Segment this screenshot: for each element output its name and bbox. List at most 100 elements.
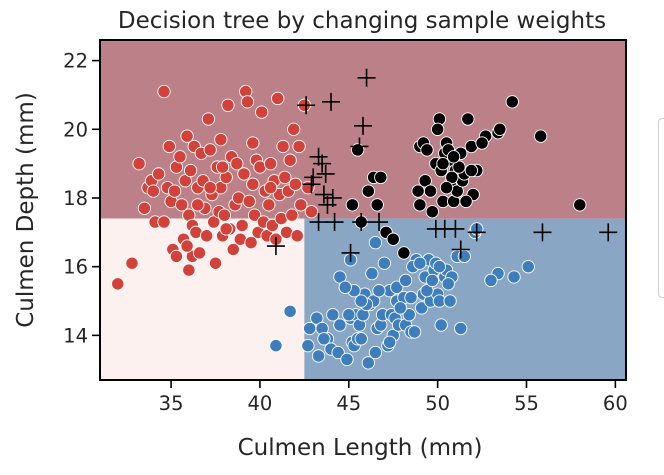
x-tick-label: 55 — [514, 392, 539, 415]
data-point — [361, 184, 375, 198]
data-point — [169, 249, 184, 264]
data-point — [303, 321, 317, 336]
data-point — [464, 163, 479, 178]
data-point — [219, 222, 233, 236]
data-point — [333, 270, 347, 284]
data-point — [351, 143, 365, 157]
data-point — [178, 174, 192, 188]
data-point — [413, 256, 427, 270]
data-point — [246, 136, 260, 150]
data-point — [265, 218, 280, 233]
data-point — [484, 273, 498, 288]
data-point — [215, 160, 230, 174]
data-point — [342, 308, 356, 322]
data-point — [418, 174, 432, 188]
data-point — [368, 345, 383, 360]
data-point — [290, 229, 304, 243]
data-point — [411, 184, 425, 198]
data-point — [162, 139, 176, 154]
data-point — [452, 160, 466, 174]
data-point — [326, 308, 340, 322]
data-point — [521, 260, 535, 274]
data-point — [294, 198, 308, 212]
data-point — [436, 156, 450, 171]
data-point — [377, 256, 391, 270]
highlight-marker — [313, 154, 332, 173]
data-point — [425, 205, 439, 219]
y-tick-label: 16 — [63, 256, 88, 279]
highlight-marker — [302, 175, 321, 194]
data-point — [310, 311, 324, 325]
data-point — [146, 184, 160, 198]
plot-frame — [99, 39, 627, 381]
data-point — [368, 235, 383, 250]
data-point — [201, 112, 216, 126]
data-point — [475, 136, 489, 150]
data-point — [340, 352, 354, 367]
data-point — [345, 198, 359, 212]
x-tick-label: 60 — [603, 392, 628, 415]
data-point — [317, 332, 331, 346]
data-point — [285, 208, 299, 222]
data-point — [283, 153, 297, 167]
data-point — [383, 335, 397, 349]
highlight-marker — [352, 213, 371, 232]
data-point — [157, 215, 171, 229]
data-point — [157, 84, 171, 99]
data-point — [207, 215, 221, 229]
data-point — [454, 321, 468, 336]
data-point — [125, 256, 139, 270]
data-point — [276, 139, 290, 154]
highlight-marker — [354, 116, 372, 135]
highlight-marker — [467, 223, 486, 242]
data-point — [137, 201, 152, 215]
data-point — [175, 198, 189, 212]
highlight-marker — [322, 92, 341, 111]
data-point — [402, 308, 416, 322]
data-point — [132, 156, 146, 171]
data-point — [242, 194, 256, 209]
y-tick-label: 20 — [63, 118, 88, 141]
data-point — [269, 339, 283, 353]
highlight-marker — [369, 213, 388, 232]
data-point — [414, 301, 429, 315]
legend-box — [658, 118, 664, 298]
data-point — [183, 163, 198, 178]
data-point — [459, 194, 473, 209]
data-point — [226, 242, 240, 257]
data-point — [199, 229, 214, 243]
data-point — [430, 122, 445, 136]
highlight-marker — [309, 147, 328, 166]
data-point — [247, 208, 262, 222]
highlight-marker — [599, 223, 618, 242]
data-point — [287, 122, 301, 136]
data-point — [191, 198, 205, 212]
data-point — [262, 198, 276, 212]
highlight-marker — [533, 223, 552, 242]
data-point — [288, 177, 303, 191]
data-point — [374, 170, 388, 185]
data-point — [370, 198, 384, 212]
highlight-marker — [304, 168, 323, 187]
data-point — [301, 339, 315, 353]
data-point — [390, 280, 404, 294]
data-point — [425, 273, 439, 288]
region-bottom-right — [304, 218, 626, 380]
y-tick-label: 18 — [63, 187, 88, 210]
data-point — [214, 132, 228, 147]
data-point — [192, 246, 207, 260]
data-point — [203, 181, 217, 195]
data-point — [386, 232, 400, 246]
data-point — [263, 156, 278, 171]
data-point — [271, 91, 285, 106]
data-point — [432, 260, 447, 274]
data-point — [413, 198, 427, 212]
data-point — [167, 184, 182, 198]
highlight-marker — [350, 137, 369, 156]
data-point — [182, 263, 196, 277]
data-point — [372, 284, 386, 298]
x-tick-label: 50 — [425, 392, 450, 415]
data-point — [441, 277, 455, 291]
highlight-marker — [451, 240, 470, 259]
